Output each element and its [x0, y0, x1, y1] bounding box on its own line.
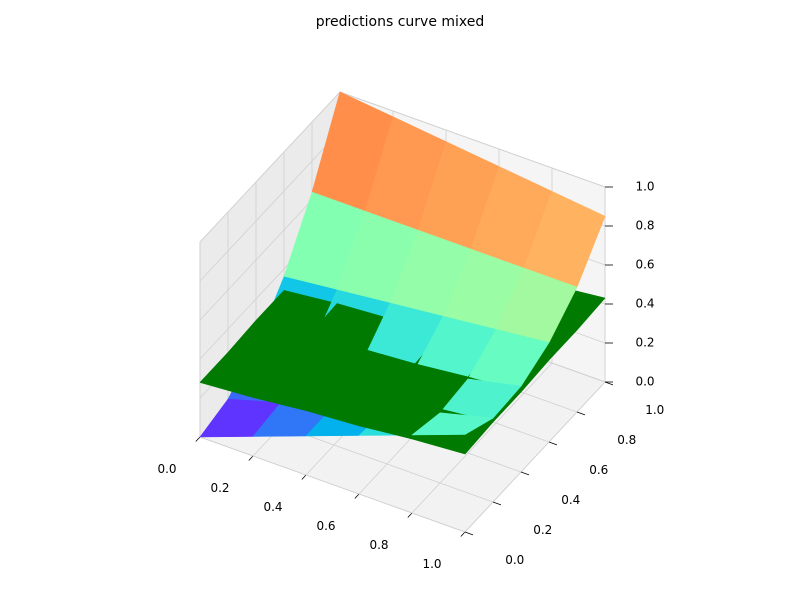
z-tick-label: 1.0 [635, 180, 654, 194]
chart-title: predictions curve mixed [316, 14, 485, 30]
x-tick-label: 0.2 [210, 481, 229, 495]
y-tick-label: 0.0 [505, 553, 524, 567]
x-tick-mark [301, 474, 307, 480]
y-tick-label: 0.4 [561, 493, 580, 507]
y-tick-mark [548, 441, 558, 446]
x-tick-label: 0.4 [263, 500, 282, 514]
z-tick-label: 0.8 [635, 219, 654, 233]
x-tick-label: 0.0 [157, 462, 176, 476]
y-tick-label: 1.0 [645, 403, 664, 417]
grid-line [199, 91, 341, 243]
x-tick-mark [460, 531, 466, 537]
y-tick-mark [492, 501, 502, 506]
grid-line [199, 436, 466, 533]
x-tick-label: 0.6 [316, 519, 335, 533]
x-tick-mark [354, 493, 360, 499]
x-tick-mark [407, 512, 413, 518]
y-tick-label: 0.6 [589, 463, 608, 477]
y-tick-mark [520, 471, 530, 476]
x-tick-mark [195, 436, 201, 442]
y-tick-mark [576, 411, 586, 416]
grid-line [464, 381, 606, 533]
grid-line [411, 362, 553, 514]
grid-line [199, 130, 341, 282]
x-tick-label: 1.0 [422, 557, 441, 571]
grid-line [339, 91, 606, 188]
y-tick-mark [464, 531, 474, 536]
z-tick-label: 0.2 [635, 336, 654, 350]
y-tick-label: 0.8 [617, 433, 636, 447]
surface-face [411, 412, 494, 436]
x-tick-mark [248, 455, 254, 461]
z-tick-label: 0.4 [635, 297, 654, 311]
z-tick-label: 0.0 [635, 375, 654, 389]
y-tick-label: 0.2 [533, 523, 552, 537]
y-tick-mark [604, 381, 614, 386]
x-tick-label: 0.8 [369, 538, 388, 552]
z-tick-label: 0.6 [635, 258, 654, 272]
